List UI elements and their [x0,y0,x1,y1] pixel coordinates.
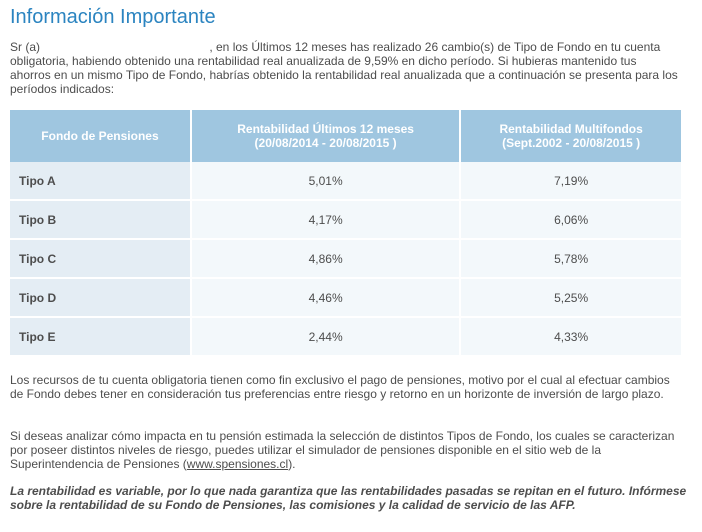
cell-multi: 4,33% [460,317,681,357]
returns-table: Fondo de Pensiones Rentabilidad Últimos … [10,110,681,357]
page-title: Información Importante [10,6,216,28]
header-multi-period: (Sept.2002 - 20/08/2015 ) [502,136,641,150]
cell-ult12: 4,17% [190,200,462,240]
disclaimer-paragraph: La rentabilidad es variable, por lo que … [10,484,687,512]
table-row: Tipo C 4,86% 5,78% [10,239,681,279]
redacted-name [43,42,210,53]
cell-fondo: Tipo A [10,162,192,201]
table-row: Tipo B 4,17% 6,06% [10,200,681,240]
cell-ult12: 5,01% [190,162,462,201]
cell-multi: 6,06% [460,200,681,240]
cell-fondo: Tipo C [10,239,192,279]
cell-multi: 5,25% [460,278,681,318]
cell-fondo: Tipo D [10,278,192,318]
intro-prefix: Sr (a) [10,40,44,54]
simulator-paragraph: Si deseas analizar cómo impacta en tu pe… [10,429,680,471]
table-header-row: Fondo de Pensiones Rentabilidad Últimos … [10,110,681,162]
header-ult12: Rentabilidad Últimos 12 meses (20/08/2014… [190,110,462,162]
header-fondo-label: Fondo de Pensiones [41,129,159,143]
intro-text: , en los Últimos 12 meses has realizado … [10,40,678,96]
cell-multi: 7,19% [460,162,681,201]
cell-multi: 5,78% [460,239,681,279]
header-fondo: Fondo de Pensiones [10,110,192,162]
header-multi: Rentabilidad Multifondos (Sept.2002 - 20/… [460,110,681,162]
table-row: Tipo A 5,01% 7,19% [10,162,681,201]
cell-fondo: Tipo E [10,317,192,357]
table-row: Tipo D 4,46% 5,25% [10,278,681,318]
cell-ult12: 4,46% [190,278,462,318]
cell-ult12: 2,44% [190,317,462,357]
header-ult12-period: (20/08/2014 - 20/08/2015 ) [254,136,397,150]
header-ult12-label: Rentabilidad Últimos 12 meses [237,122,414,136]
table-row: Tipo E 2,44% 4,33% [10,317,681,357]
header-multi-label: Rentabilidad Multifondos [499,122,643,136]
simulator-suffix: ). [288,457,296,471]
intro-paragraph: Sr (a) , en los Últimos 12 meses has rea… [10,40,680,96]
simulator-text: Si deseas analizar cómo impacta en tu pe… [10,429,675,471]
spensiones-link[interactable]: www.spensiones.cl [186,457,289,471]
cell-ult12: 4,86% [190,239,462,279]
cell-fondo: Tipo B [10,200,192,240]
risk-paragraph: Los recursos de tu cuenta obligatoria ti… [10,373,670,401]
